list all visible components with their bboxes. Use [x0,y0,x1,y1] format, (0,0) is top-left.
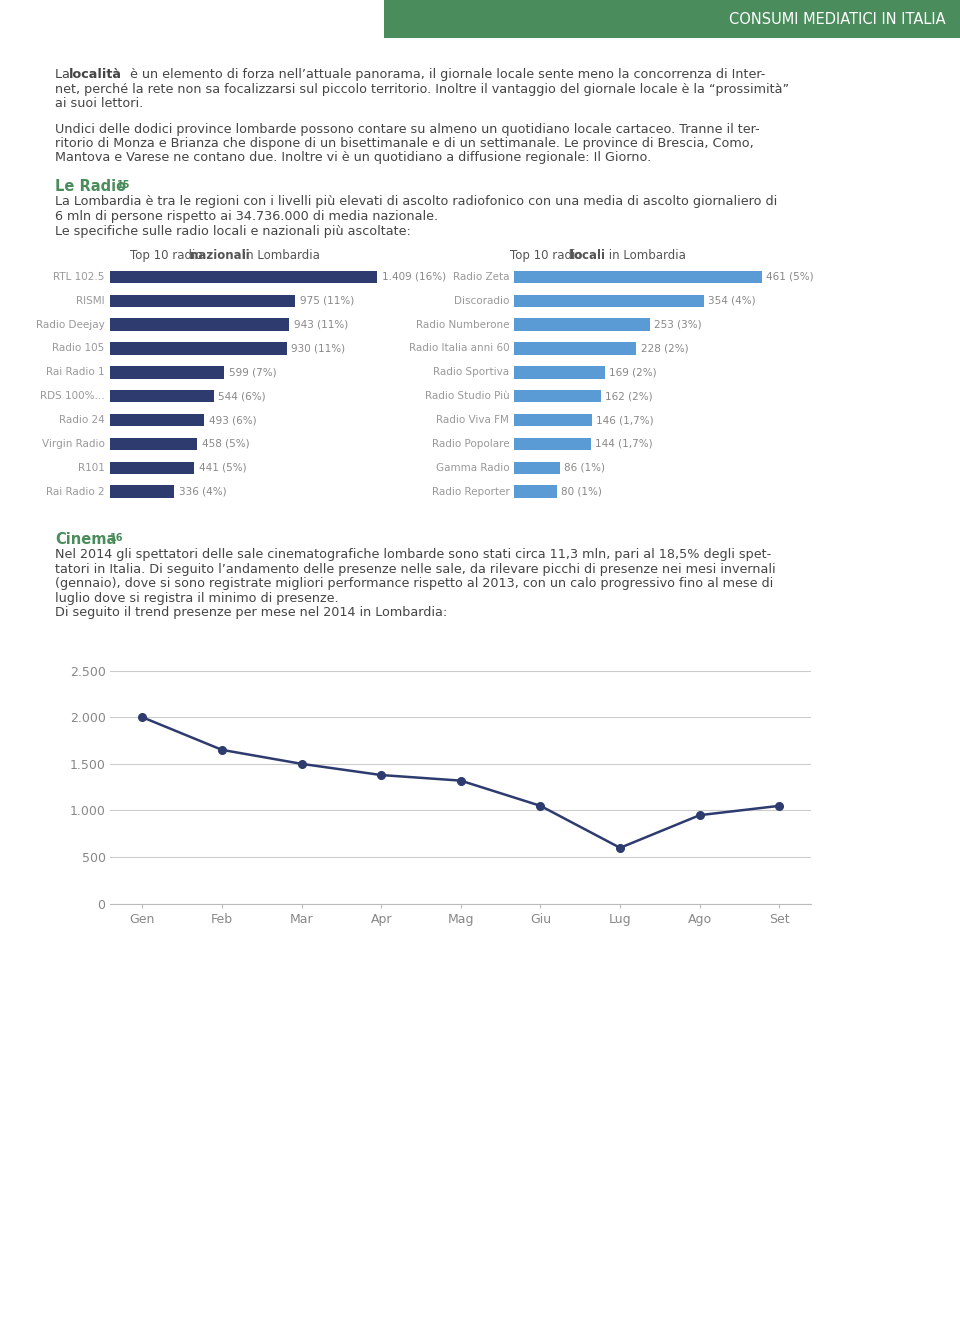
Text: in Lombardia: in Lombardia [605,249,685,263]
Bar [110,319,289,331]
Text: (gennaio), dove si sono registrate migliori performance rispetto al 2013, con un: (gennaio), dove si sono registrate migli… [55,578,773,590]
Text: Cinema: Cinema [55,532,116,547]
Bar [514,485,557,497]
Text: Radio 105: Radio 105 [53,343,105,354]
Text: 15: 15 [117,180,131,190]
Bar [514,461,560,474]
Text: Rai Radio 1: Rai Radio 1 [46,367,105,378]
Bar [110,271,377,283]
Text: R101: R101 [78,462,105,473]
Text: in Lombardia: in Lombardia [239,249,320,263]
Text: Undici delle dodici province lombarde possono contare su almeno un quotidiano lo: Undici delle dodici province lombarde po… [55,122,759,135]
Bar [514,414,592,426]
Bar [514,438,591,450]
Text: nazionali: nazionali [190,249,250,263]
Text: Radio Italia anni 60: Radio Italia anni 60 [409,343,510,354]
Text: Rai Radio 2: Rai Radio 2 [46,486,105,497]
Text: 228 (2%): 228 (2%) [640,343,688,354]
Text: 80 (1%): 80 (1%) [561,486,602,497]
Text: Gamma Radio: Gamma Radio [436,462,510,473]
Bar [514,295,704,307]
Text: CONSUMI MEDIATICI IN ITALIA: CONSUMI MEDIATICI IN ITALIA [729,12,946,27]
Bar [110,414,204,426]
Bar [110,295,296,307]
Text: è un elemento di forza nell’attuale panorama, il giornale locale sente meno la c: è un elemento di forza nell’attuale pano… [126,68,765,80]
Text: RDS 100%...: RDS 100%... [40,391,105,401]
Text: 86 (1%): 86 (1%) [564,462,605,473]
Text: 930 (11%): 930 (11%) [292,343,346,354]
Text: 17: 17 [731,1308,750,1320]
Text: net, perché la rete non sa focalizzarsi sul piccolo territorio. Inoltre il vanta: net, perché la rete non sa focalizzarsi … [55,83,789,95]
Text: 16: 16 [110,532,124,543]
Text: Le specifiche sulle radio locali e nazionali più ascoltate:: Le specifiche sulle radio locali e nazio… [55,225,411,237]
Text: RTL 102.5: RTL 102.5 [54,272,105,281]
Text: Discoradio: Discoradio [454,296,510,306]
Text: luglio dove si registra il minimo di presenze.: luglio dove si registra il minimo di pre… [55,591,339,604]
Text: 162 (2%): 162 (2%) [605,391,653,401]
Text: Radio Studio Più: Radio Studio Più [424,391,510,401]
Bar [110,390,213,402]
Text: ritorio di Monza e Brianza che dispone di un bisettimanale e di un settimanale. : ritorio di Monza e Brianza che dispone d… [55,137,754,150]
Text: località: località [69,68,122,80]
Bar [110,438,197,450]
Bar [110,485,174,497]
Text: Radio Popolare: Radio Popolare [432,440,510,449]
Text: 599 (7%): 599 (7%) [228,367,276,378]
Text: Radio Reporter: Radio Reporter [432,486,510,497]
Text: 146 (1,7%): 146 (1,7%) [596,415,654,425]
Text: 253 (3%): 253 (3%) [654,320,702,330]
Text: La: La [55,68,74,80]
Text: Virgin Radio: Virgin Radio [42,440,105,449]
Text: tatori in Italia. Di seguito l’andamento delle presenze nelle sale, da rilevare : tatori in Italia. Di seguito l’andamento… [55,563,776,575]
Text: Radio 24: Radio 24 [59,415,105,425]
Text: Le Radio: Le Radio [55,180,126,194]
Text: 336 (4%): 336 (4%) [179,486,227,497]
Text: 975 (11%): 975 (11%) [300,296,354,306]
Text: Top 10 radio: Top 10 radio [510,249,587,263]
Text: 441 (5%): 441 (5%) [199,462,247,473]
Bar [514,319,650,331]
FancyBboxPatch shape [384,0,960,38]
Text: locali: locali [570,249,605,263]
Text: 544 (6%): 544 (6%) [218,391,266,401]
Text: Top 10 radio: Top 10 radio [130,249,206,263]
Bar [110,342,287,355]
Text: 493 (6%): 493 (6%) [208,415,256,425]
Text: 943 (11%): 943 (11%) [294,320,348,330]
Text: 144 (1,7%): 144 (1,7%) [595,440,653,449]
Text: 1.409 (16%): 1.409 (16%) [382,272,446,281]
Bar [110,366,224,378]
Text: Di seguito il trend presenze per mese nel 2014 in Lombardia:: Di seguito il trend presenze per mese ne… [55,606,447,619]
Text: 354 (4%): 354 (4%) [708,296,756,306]
Text: 169 (2%): 169 (2%) [609,367,657,378]
Text: Radio Numberone: Radio Numberone [416,320,510,330]
Text: Radio Sportiva: Radio Sportiva [433,367,510,378]
Bar [514,366,605,378]
Bar [514,271,761,283]
Bar [514,342,636,355]
Text: 458 (5%): 458 (5%) [202,440,250,449]
Bar [514,390,601,402]
Text: 6 mln di persone rispetto ai 34.736.000 di media nazionale.: 6 mln di persone rispetto ai 34.736.000 … [55,210,438,222]
Text: Radio Viva FM: Radio Viva FM [437,415,510,425]
Text: ai suoi lettori.: ai suoi lettori. [55,96,143,110]
Text: Nel 2014 gli spettatori delle sale cinematografiche lombarde sono stati circa 11: Nel 2014 gli spettatori delle sale cinem… [55,548,771,561]
Text: RISMI: RISMI [76,296,105,306]
Text: La Lombardia è tra le regioni con i livelli più elevati di ascolto radiofonico c: La Lombardia è tra le regioni con i live… [55,196,778,209]
Bar [110,461,194,474]
Text: Radio Zeta: Radio Zeta [453,272,510,281]
Text: Radio Deejay: Radio Deejay [36,320,105,330]
Text: Mantova e Varese ne contano due. Inoltre vi è un quotidiano a diffusione regiona: Mantova e Varese ne contano due. Inoltre… [55,151,651,165]
Text: 461 (5%): 461 (5%) [766,272,814,281]
